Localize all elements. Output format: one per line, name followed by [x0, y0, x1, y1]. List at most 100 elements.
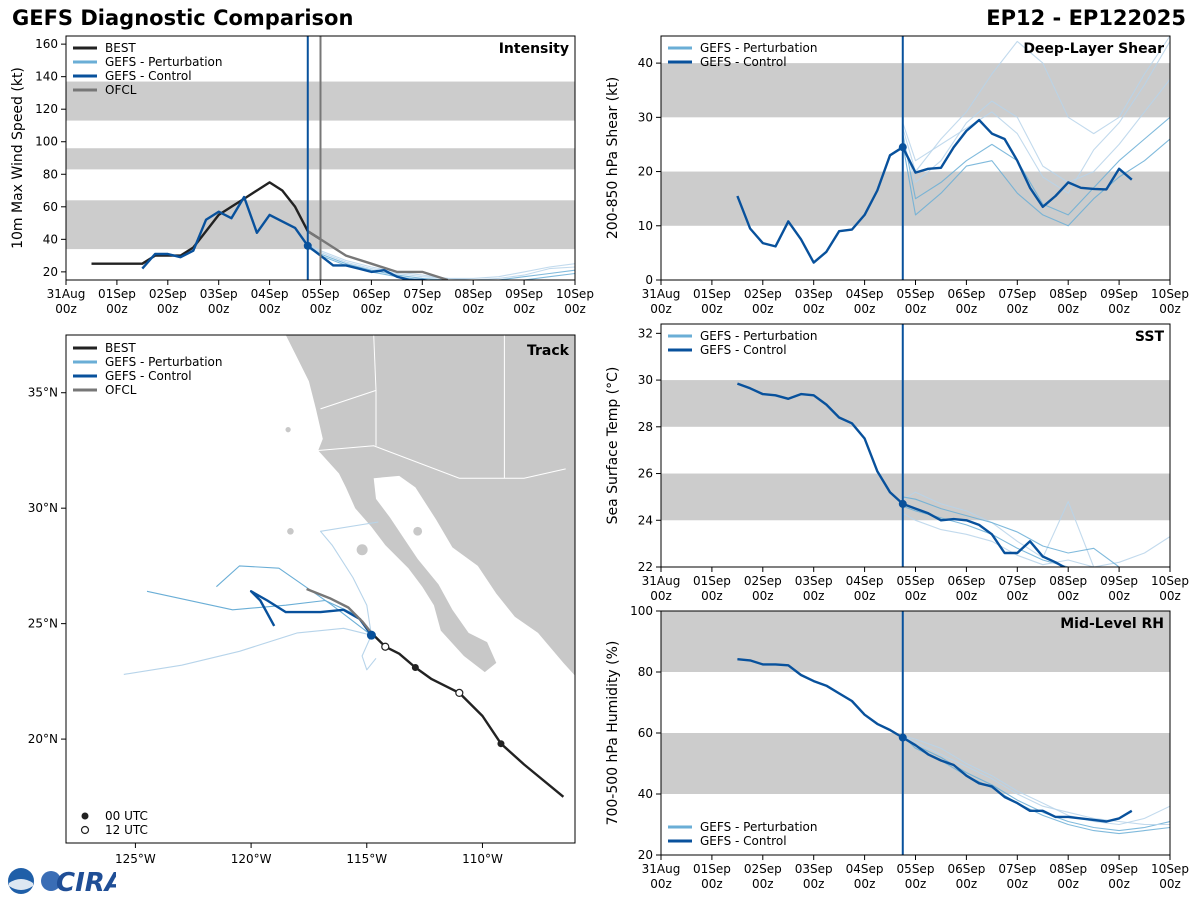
rh-panel: 2040608010031Aug00z01Sep00z02Sep00z03Sep…: [605, 604, 1189, 891]
shear-xtick-label-hour: 00z: [1108, 302, 1130, 316]
rh-xtick-label: 08Sep: [1049, 862, 1087, 876]
rh-xtick-label-hour: 00z: [1108, 877, 1130, 891]
shear-line-gefs-perturbation-2: [902, 116, 1170, 216]
sst-xtick-label-hour: 00z: [752, 589, 774, 603]
intensity-title: Intensity: [499, 41, 569, 57]
shear-ytick-label: 20: [638, 165, 653, 179]
rh-xtick-label-hour: 00z: [701, 877, 723, 891]
rh-xtick-label-hour: 00z: [752, 877, 774, 891]
intensity-xtick-label: 04Sep: [251, 287, 289, 301]
intensity-init-marker: [303, 241, 312, 250]
shear-series-group: [736, 36, 1170, 264]
intensity-xtick-label: 03Sep: [200, 287, 238, 301]
track-marker-legend-00: [81, 812, 89, 820]
sst-ytick-label: 30: [638, 373, 653, 387]
track-ytick-label: 30°N: [28, 501, 58, 515]
rh-xtick-label: 02Sep: [744, 862, 782, 876]
shear-xtick-label-hour: 00z: [701, 302, 723, 316]
shear-line-gefs-control-0: [736, 118, 1133, 264]
rh-xtick-label: 05Sep: [897, 862, 935, 876]
track-land: [285, 335, 575, 676]
intensity-ylabel: 10m Max Wind Speed (kt): [10, 67, 26, 249]
shear-xtick-label: 05Sep: [897, 287, 935, 301]
intensity-ytick-label: 120: [35, 102, 58, 116]
track-line-gefs-control-1: [249, 590, 373, 636]
track-legend-label: BEST: [105, 341, 136, 355]
intensity-xtick-label: 10Sep: [556, 287, 594, 301]
shear-ylabel: 200-850 hPa Shear (kt): [605, 77, 621, 239]
sst-init-marker: [898, 499, 907, 508]
intensity-xtick-label: 09Sep: [505, 287, 543, 301]
intensity-xtick-label-hour: 00z: [208, 302, 230, 316]
storm-id-title: EP12 - EP122025: [986, 6, 1186, 30]
intensity-xtick-label-hour: 00z: [106, 302, 128, 316]
sst-xtick-label-hour: 00z: [854, 589, 876, 603]
shear-xtick-label: 01Sep: [693, 287, 731, 301]
intensity-line-gefs-perturbation-5: [307, 245, 575, 280]
shear-xtick-label: 04Sep: [846, 287, 884, 301]
shear-xtick-label-hour: 00z: [803, 302, 825, 316]
intensity-ytick-label: 140: [35, 70, 58, 84]
intensity-ytick-label: 80: [43, 167, 58, 181]
rh-xtick-label-hour: 00z: [905, 877, 927, 891]
sst-xtick-label-hour: 00z: [1108, 589, 1130, 603]
intensity-xtick-label-hour: 00z: [513, 302, 535, 316]
track-marker-12: [455, 688, 464, 698]
intensity-xtick-label: 02Sep: [149, 287, 187, 301]
sst-xtick-label: 04Sep: [846, 574, 884, 588]
track-panel: 125°W 120°W 115°W 110°W 20°N 25°N 30°N 35°N Trac…: [28, 334, 576, 866]
sst-xtick-label: 01Sep: [693, 574, 731, 588]
sst-xtick-label-hour: 00z: [803, 589, 825, 603]
sst-xtick-label: 02Sep: [744, 574, 782, 588]
track-legend-label: OFCL: [105, 383, 137, 397]
track-ytick-label: 25°N: [28, 617, 58, 631]
shear-legend-label: GEFS - Perturbation: [700, 41, 817, 55]
intensity-xtick-label: 31Aug: [47, 287, 86, 301]
intensity-ytick-label: 20: [43, 265, 58, 279]
intensity-panel: 2040608010012014016031Aug00z01Sep00z02Se…: [10, 35, 594, 316]
track-line-best-0: [370, 632, 565, 798]
rh-init-marker: [898, 733, 907, 742]
intensity-xtick-label-hour: 00z: [310, 302, 332, 316]
shear-init-marker: [898, 143, 907, 152]
cira-logo: CIRA: [6, 866, 125, 898]
shear-xtick-label-hour: 00z: [956, 302, 978, 316]
rh-xtick-label-hour: 00z: [1159, 877, 1181, 891]
sst-band-0: [661, 473, 1170, 521]
track-line-gefs-perturbation-7: [361, 634, 377, 671]
shear-legend-label: GEFS - Control: [700, 55, 787, 69]
rh-xtick-label: 31Aug: [642, 862, 681, 876]
shear-xtick-label-hour: 00z: [1057, 302, 1079, 316]
sst-frame: [660, 323, 1171, 568]
noaa-icon: CIRA: [8, 868, 125, 898]
sst-xtick-label: 06Sep: [947, 574, 985, 588]
sst-xtick-label-hour: 00z: [1007, 589, 1029, 603]
rh-line-gefs-perturbation-3: [902, 735, 1170, 826]
shear-line-gefs-perturbation-1: [902, 41, 1170, 194]
rh-ytick-label: 80: [638, 665, 653, 679]
intensity-xtick-label-hour: 00z: [412, 302, 434, 316]
shear-panel: 01020304031Aug00z01Sep00z02Sep00z03Sep00…: [605, 35, 1189, 316]
sst-xtick-label: 08Sep: [1049, 574, 1087, 588]
intensity-line-gefs-perturbation-3: [307, 243, 575, 279]
intensity-xtick-label: 07Sep: [403, 287, 441, 301]
sst-legend-label: GEFS - Perturbation: [700, 329, 817, 343]
intensity-line-gefs-control-1: [141, 195, 432, 280]
intensity-series-group: [91, 181, 575, 280]
sst-xtick-label-hour: 00z: [650, 589, 672, 603]
intensity-ytick-label: 40: [43, 232, 58, 246]
track-island: [356, 544, 368, 556]
shear-ytick-label: 0: [645, 273, 653, 287]
track-island: [413, 526, 423, 536]
track-current-position: [366, 630, 376, 640]
track-xtick-label: 120°W: [231, 852, 272, 866]
sst-xtick-label: 31Aug: [642, 574, 681, 588]
sst-xtick-label-hour: 00z: [1159, 589, 1181, 603]
sst-band-1: [661, 380, 1170, 427]
shear-band-1: [661, 63, 1170, 118]
sst-panel: 22242628303231Aug00z01Sep00z02Sep00z03Se…: [605, 323, 1189, 603]
shear-xtick-label: 06Sep: [947, 287, 985, 301]
shear-xtick-label: 08Sep: [1049, 287, 1087, 301]
